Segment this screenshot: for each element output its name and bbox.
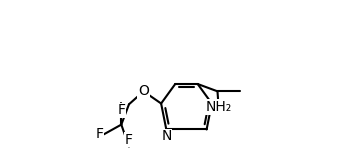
Text: N: N bbox=[161, 130, 171, 143]
Text: NH₂: NH₂ bbox=[206, 100, 232, 114]
Text: O: O bbox=[138, 84, 149, 98]
Text: F: F bbox=[117, 103, 125, 117]
Text: F: F bbox=[96, 127, 104, 141]
Text: F: F bbox=[125, 133, 133, 146]
